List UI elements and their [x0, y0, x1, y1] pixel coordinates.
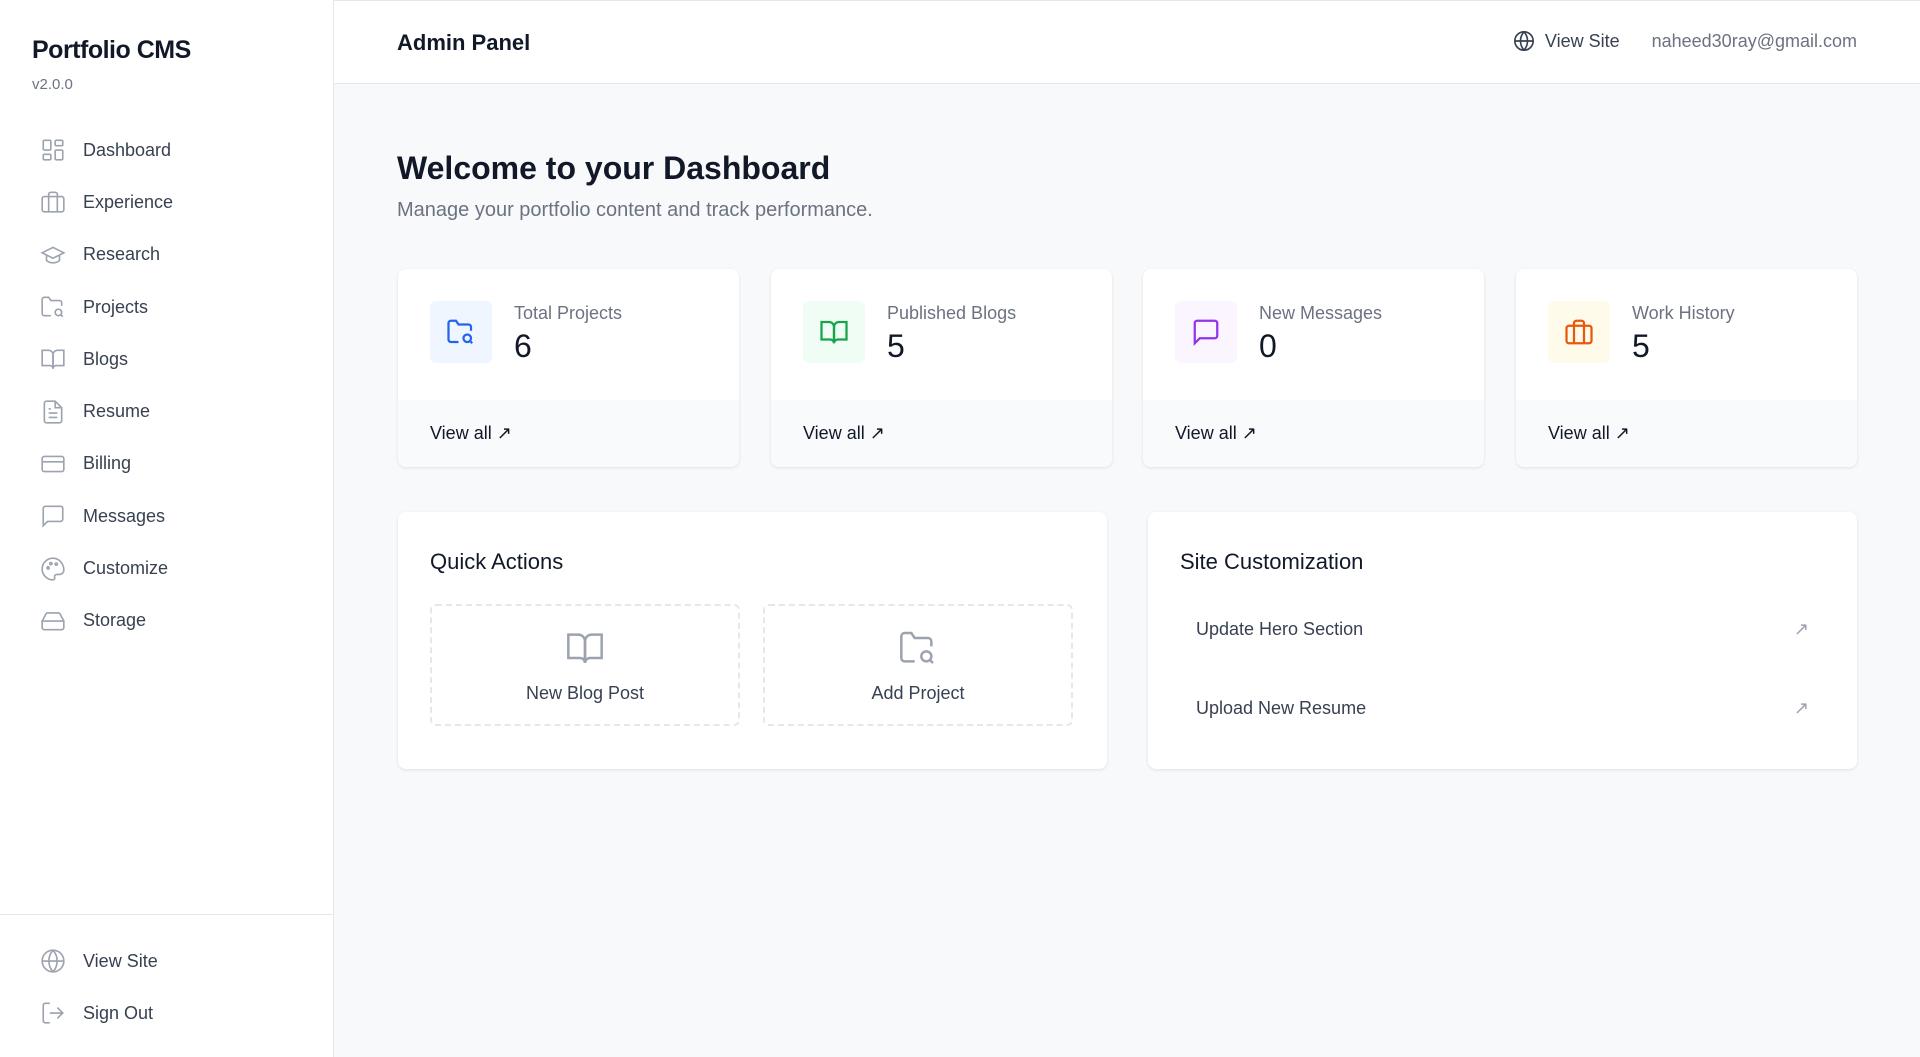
quick-actions-title: Quick Actions	[430, 549, 564, 574]
stat-value: 6	[514, 328, 532, 364]
sidebar-item-experience[interactable]: Experience	[40, 176, 310, 228]
sidebar-item-research[interactable]: Research	[40, 229, 310, 281]
sidebar-item-label: Dashboard	[83, 139, 172, 160]
update-hero-section-link[interactable]: Update Hero Section ↗	[1164, 601, 1841, 657]
welcome-heading: Welcome to your Dashboard	[397, 150, 831, 186]
sidebar-item-messages[interactable]: Messages	[40, 490, 310, 542]
globe-icon	[41, 949, 65, 973]
stat-card-blogs: Published Blogs 5 View all ↗	[771, 269, 1112, 467]
stat-label: New Messages	[1259, 303, 1383, 323]
user-email: naheed30ray@gmail.com	[1651, 30, 1857, 51]
sidebar-item-label: Blogs	[83, 348, 129, 369]
folder-search-icon	[41, 296, 64, 318]
sidebar-item-label: Projects	[83, 296, 149, 317]
sidebar-item-projects[interactable]: Projects	[40, 281, 310, 333]
log-out-icon	[42, 1002, 64, 1024]
quick-actions-panel: Quick Actions New Blog Post Add Project	[398, 512, 1107, 769]
tile-label: Add Project	[871, 683, 965, 703]
stat-value: 5	[1632, 328, 1650, 364]
app-version: v2.0.0	[32, 76, 73, 93]
sidebar-view-site[interactable]: View Site	[40, 935, 333, 987]
folder-search-icon	[900, 631, 934, 664]
arrow-up-right-icon: ↗	[1793, 697, 1809, 718]
page-title: Admin Panel	[397, 30, 531, 55]
hard-drive-icon	[40, 611, 65, 631]
message-square-icon	[42, 505, 64, 528]
book-open-icon	[41, 349, 65, 370]
message-square-icon	[1193, 319, 1219, 346]
site-customization-panel: Site Customization Update Hero Section ↗ …	[1148, 512, 1857, 769]
view-site-link[interactable]: View Site	[1513, 30, 1620, 52]
stat-card-projects: Total Projects 6 View all ↗	[398, 269, 739, 467]
sidebar-item-label: Customize	[83, 558, 169, 579]
graduation-cap-icon	[40, 246, 66, 264]
stat-value: 0	[1259, 328, 1277, 364]
stat-label: Work History	[1632, 303, 1735, 323]
credit-card-icon	[41, 455, 65, 473]
file-text-icon	[43, 399, 63, 424]
view-all-link[interactable]: View all ↗	[1143, 400, 1484, 467]
sidebar-item-label: Experience	[83, 191, 174, 212]
book-open-icon	[820, 320, 848, 344]
top-header: Admin Panel View Site naheed30ray@gmail.…	[334, 0, 1920, 84]
stat-card-work-history: Work History 5 View all ↗	[1516, 269, 1857, 467]
sidebar-item-storage[interactable]: Storage	[40, 595, 310, 647]
view-all-link[interactable]: View all ↗	[398, 400, 739, 467]
briefcase-icon	[1565, 319, 1593, 345]
row-label: Update Hero Section	[1196, 618, 1364, 639]
sidebar-item-label: Research	[83, 244, 161, 265]
sidebar-item-resume[interactable]: Resume	[40, 385, 310, 437]
upload-new-resume-link[interactable]: Upload New Resume ↗	[1164, 680, 1841, 736]
sidebar-footer: View Site Sign Out	[0, 914, 333, 1040]
sidebar-item-customize[interactable]: Customize	[40, 542, 310, 594]
sidebar-item-label: Resume	[83, 401, 151, 422]
sidebar-nav: Dashboard Experience Research Projects B…	[40, 124, 310, 647]
palette-icon	[41, 556, 65, 581]
sidebar: Portfolio CMS v2.0.0 Dashboard Experienc…	[0, 0, 334, 1057]
briefcase-icon	[41, 191, 65, 213]
folder-search-icon	[447, 319, 474, 345]
welcome-subtitle: Manage your portfolio content and track …	[397, 199, 873, 221]
sidebar-sign-out[interactable]: Sign Out	[40, 987, 333, 1039]
stat-card-messages: New Messages 0 View all ↗	[1143, 269, 1484, 467]
stat-label: Published Blogs	[887, 303, 1017, 323]
sidebar-item-dashboard[interactable]: Dashboard	[40, 124, 310, 176]
stat-value: 5	[887, 328, 905, 364]
book-open-icon	[567, 633, 603, 664]
sidebar-item-blogs[interactable]: Blogs	[40, 333, 310, 385]
sidebar-item-label: Billing	[83, 453, 132, 474]
sidebar-item-label: View Site	[83, 950, 158, 971]
globe-icon	[1513, 31, 1534, 51]
site-customization-title: Site Customization	[1180, 549, 1364, 574]
view-all-link[interactable]: View all ↗	[771, 400, 1112, 467]
layout-grid-icon	[42, 139, 64, 161]
view-site-label: View Site	[1544, 30, 1620, 51]
sidebar-item-label: Sign Out	[83, 1002, 154, 1023]
view-all-link[interactable]: View all ↗	[1516, 400, 1857, 467]
sidebar-item-billing[interactable]: Billing	[40, 438, 310, 490]
arrow-up-right-icon: ↗	[1793, 618, 1809, 639]
new-blog-post-button[interactable]: New Blog Post	[430, 604, 740, 726]
tile-label: New Blog Post	[525, 683, 645, 703]
app-title: Portfolio CMS	[32, 36, 191, 64]
sidebar-item-label: Messages	[83, 505, 166, 526]
add-project-button[interactable]: Add Project	[763, 604, 1073, 726]
sidebar-item-label: Storage	[83, 610, 147, 631]
row-label: Upload New Resume	[1196, 697, 1367, 718]
stat-label: Total Projects	[514, 303, 623, 323]
